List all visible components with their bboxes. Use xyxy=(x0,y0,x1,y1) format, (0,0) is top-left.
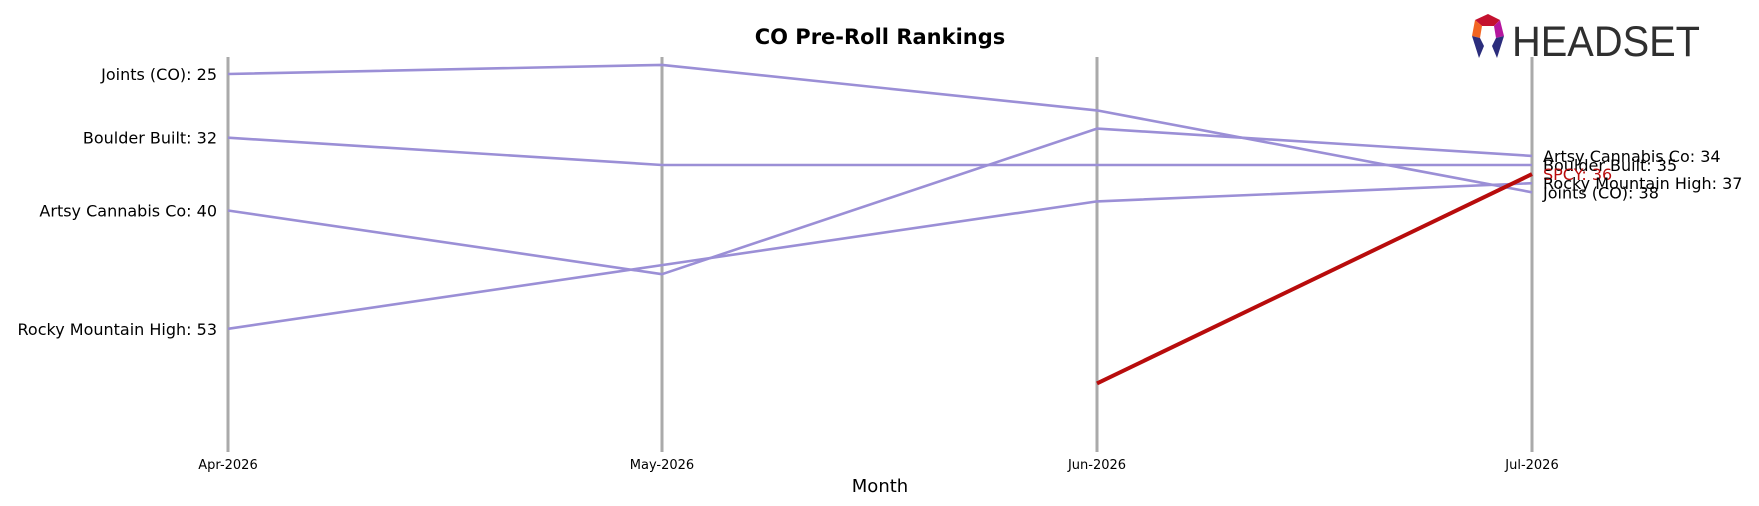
x-axis-label: Month xyxy=(852,476,908,497)
x-tick-labels: Apr-2026 May-2026 Jun-2026 Jul-2026 xyxy=(198,458,1558,473)
series-lines xyxy=(227,63,1533,386)
series-line-spcy xyxy=(1096,172,1533,386)
headset-logo-icon: HEADSET xyxy=(1472,14,1700,66)
right-label: Rocky Mountain High: 37 xyxy=(1543,174,1742,193)
x-tick-label: Apr-2026 xyxy=(198,458,257,473)
series-line-joints-co xyxy=(227,63,1533,194)
x-tick-label: Jun-2026 xyxy=(1067,458,1126,473)
series-line-rocky-mountain-high xyxy=(227,181,1533,331)
left-label: Joints (CO): 25 xyxy=(100,65,217,84)
chart-title: CO Pre-Roll Rankings xyxy=(755,25,1006,49)
right-label: Boulder Built: 35 xyxy=(1543,156,1677,175)
left-label: Boulder Built: 32 xyxy=(83,129,217,148)
x-tick-label: Jul-2026 xyxy=(1504,458,1558,473)
series-line-boulder-built xyxy=(227,136,1532,167)
right-label: Joints (CO): 38 xyxy=(1542,183,1659,202)
left-labels: Joints (CO): 25 Boulder Built: 32 Artsy Ca… xyxy=(18,65,217,339)
logo-text: HEADSET xyxy=(1512,18,1700,62)
left-label: Rocky Mountain High: 53 xyxy=(18,320,217,339)
right-label: Artsy Cannabis Co: 34 xyxy=(1543,147,1721,166)
x-tick-label: May-2026 xyxy=(630,458,694,473)
right-label: SPCY: 36 xyxy=(1543,165,1612,184)
left-label: Artsy Cannabis Co: 40 xyxy=(39,202,217,221)
gridlines xyxy=(226,57,1534,452)
series-line-artsy-cannabis-co xyxy=(227,127,1533,276)
headset-logo: HEADSET xyxy=(1470,12,1710,66)
